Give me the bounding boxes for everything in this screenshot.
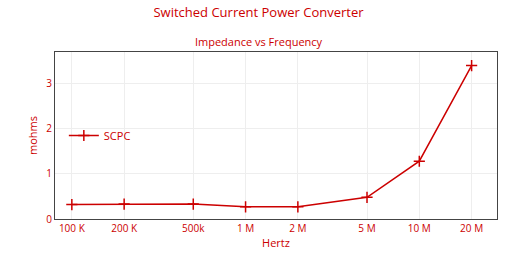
svg-text:SCPC: SCPC (104, 128, 131, 143)
svg-text:Impedance vs Frequency: Impedance vs Frequency (195, 34, 323, 49)
svg-text:0: 0 (46, 212, 52, 226)
svg-text:20 M: 20 M (460, 221, 483, 235)
svg-text:5 M: 5 M (358, 221, 375, 235)
svg-text:10 M: 10 M (408, 221, 431, 235)
svg-text:200 K: 200 K (111, 221, 138, 235)
svg-text:Switched Current Power Convert: Switched Current Power Converter (153, 3, 364, 21)
svg-text:3: 3 (46, 76, 52, 90)
svg-text:2: 2 (46, 121, 52, 135)
svg-text:Hertz: Hertz (262, 235, 290, 250)
svg-text:2 M: 2 M (289, 221, 306, 235)
svg-text:100 K: 100 K (59, 221, 86, 235)
svg-text:mohms: mohms (25, 116, 40, 155)
svg-text:1 M: 1 M (237, 221, 254, 235)
svg-text:500k: 500k (182, 221, 205, 235)
svg-text:1: 1 (46, 166, 52, 180)
